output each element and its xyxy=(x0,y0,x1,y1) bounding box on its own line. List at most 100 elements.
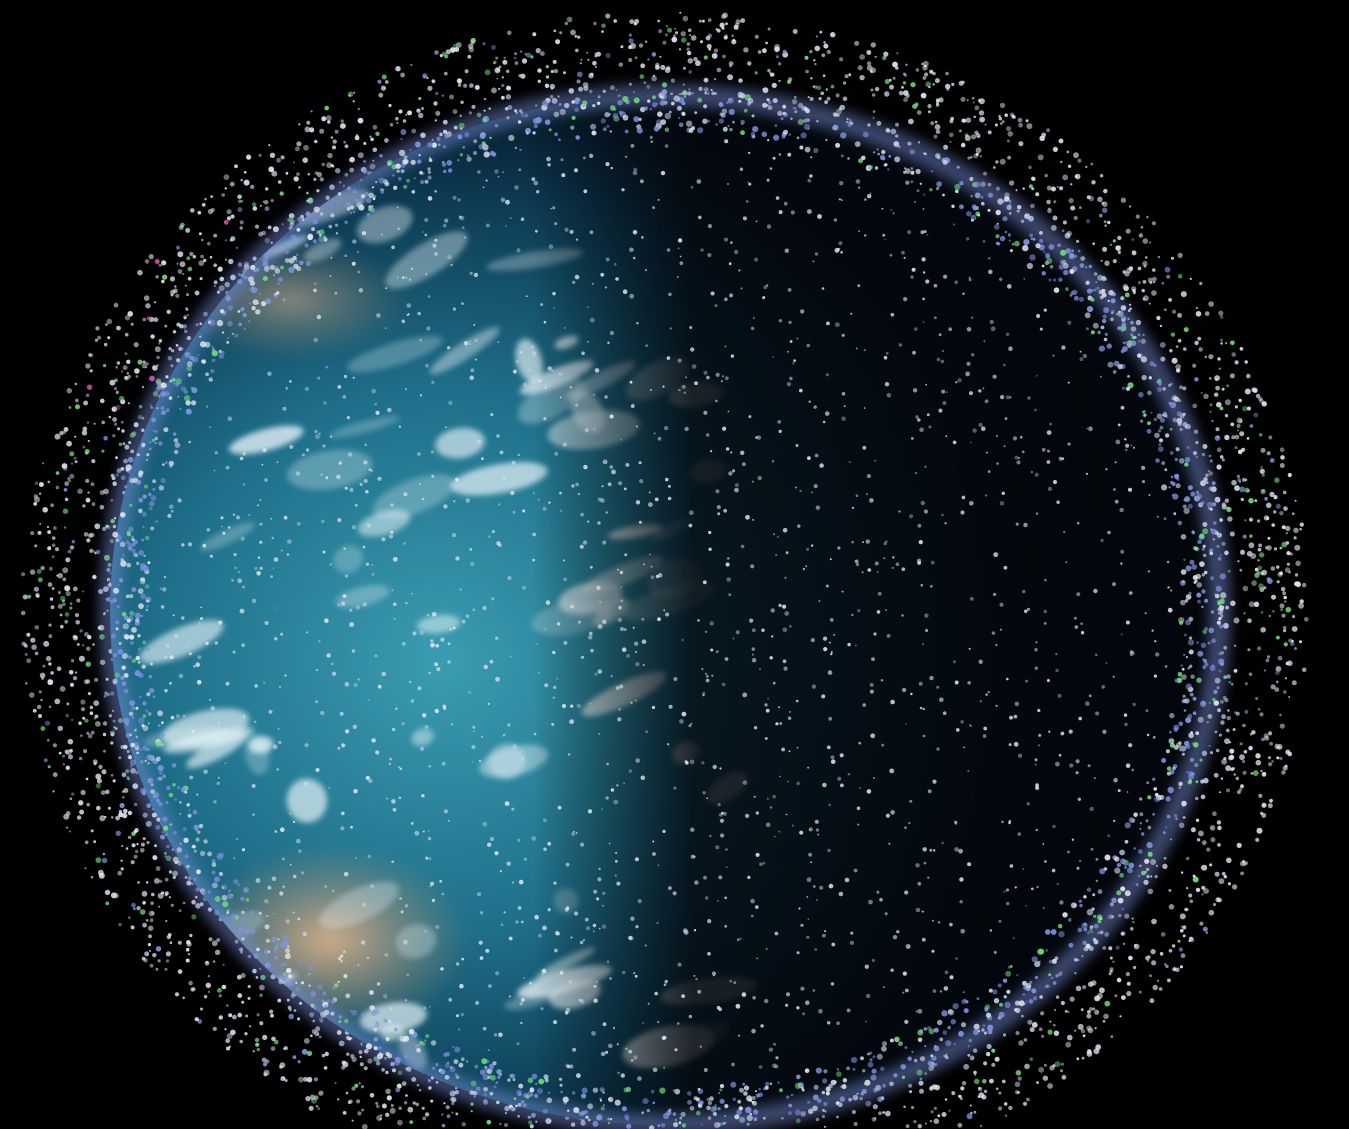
debris-particle xyxy=(1213,903,1216,906)
debris-particle xyxy=(1299,640,1302,644)
debris-particle xyxy=(564,327,566,329)
debris-particle xyxy=(214,896,221,902)
debris-particle xyxy=(1298,602,1304,609)
debris-particle xyxy=(52,743,57,748)
debris-particle xyxy=(644,268,648,272)
debris-particle xyxy=(674,1119,677,1121)
debris-particle xyxy=(1236,424,1241,428)
debris-particle xyxy=(455,477,460,482)
debris-particle xyxy=(307,172,311,176)
debris-particle xyxy=(797,119,804,125)
debris-particle xyxy=(1167,978,1171,983)
debris-particle xyxy=(680,31,686,37)
debris-particle xyxy=(709,1096,714,1101)
debris-particle xyxy=(176,322,181,327)
debris-particle xyxy=(1152,813,1155,816)
debris-particle xyxy=(449,1066,456,1073)
debris-particle xyxy=(316,171,323,178)
debris-particle xyxy=(991,1048,996,1053)
debris-particle xyxy=(844,74,849,79)
debris-particle xyxy=(165,461,168,464)
debris-particle xyxy=(115,390,119,394)
debris-particle xyxy=(1271,594,1276,600)
debris-particle xyxy=(363,142,367,145)
debris-particle xyxy=(983,171,987,176)
debris-particle xyxy=(241,937,245,941)
debris-particle xyxy=(966,1113,973,1120)
debris-particle xyxy=(337,746,341,750)
debris-particle xyxy=(457,134,463,140)
debris-particle xyxy=(944,970,949,975)
debris-particle xyxy=(248,1025,252,1028)
debris-particle xyxy=(993,166,996,169)
debris-particle xyxy=(407,1106,414,1113)
debris-particle xyxy=(1046,185,1052,191)
debris-particle xyxy=(1120,932,1125,936)
debris-particle xyxy=(678,1121,682,1124)
debris-particle xyxy=(945,435,948,438)
debris-particle xyxy=(867,164,872,170)
debris-particle xyxy=(800,923,804,927)
debris-particle xyxy=(1117,235,1122,241)
debris-particle xyxy=(768,1047,774,1052)
debris-particle xyxy=(174,285,177,288)
debris-particle xyxy=(888,154,892,158)
debris-particle xyxy=(1022,244,1029,252)
debris-particle xyxy=(338,1015,342,1019)
debris-particle xyxy=(150,662,153,666)
debris-particle xyxy=(389,534,394,539)
debris-particle xyxy=(817,1098,822,1103)
debris-particle xyxy=(185,646,188,649)
debris-particle xyxy=(314,139,318,144)
debris-particle xyxy=(1226,384,1230,388)
debris-particle xyxy=(491,152,497,157)
debris-particle xyxy=(1051,958,1057,964)
debris-particle xyxy=(1137,266,1142,271)
debris-particle xyxy=(679,1116,683,1120)
debris-particle xyxy=(873,1117,877,1120)
debris-particle xyxy=(1090,847,1094,851)
debris-particle xyxy=(824,411,830,416)
debris-particle xyxy=(1062,912,1068,918)
debris-particle xyxy=(1218,658,1225,665)
debris-particle xyxy=(147,722,151,725)
debris-particle xyxy=(833,113,838,117)
debris-particle xyxy=(869,192,872,195)
debris-particle xyxy=(589,153,594,158)
debris-particle xyxy=(318,1090,324,1096)
debris-particle xyxy=(1133,847,1136,850)
debris-particle xyxy=(274,268,281,274)
debris-particle xyxy=(116,361,121,365)
debris-particle xyxy=(134,828,139,833)
debris-particle xyxy=(98,764,103,770)
debris-particle xyxy=(1274,477,1280,483)
debris-particle xyxy=(430,1040,437,1046)
debris-particle xyxy=(246,154,252,160)
debris-particle xyxy=(185,408,192,415)
debris-particle xyxy=(65,765,71,771)
debris-particle xyxy=(152,488,156,491)
debris-particle xyxy=(1219,338,1224,342)
debris-particle xyxy=(36,704,42,710)
debris-particle xyxy=(762,48,767,54)
debris-particle xyxy=(200,890,206,896)
debris-particle xyxy=(1284,600,1287,603)
debris-particle xyxy=(1219,791,1222,794)
debris-particle xyxy=(812,1105,818,1112)
debris-particle xyxy=(1046,430,1052,435)
debris-particle xyxy=(752,126,759,133)
debris-particle xyxy=(513,1097,517,1100)
debris-particle xyxy=(1083,927,1088,932)
debris-particle xyxy=(772,356,774,358)
debris-particle xyxy=(494,67,501,74)
debris-particle xyxy=(630,404,635,408)
debris-particle xyxy=(857,284,861,288)
debris-particle xyxy=(515,111,518,115)
debris-particle xyxy=(878,1111,882,1116)
debris-particle xyxy=(409,1120,414,1124)
debris-particle xyxy=(128,526,134,533)
debris-particle xyxy=(794,1109,801,1116)
debris-particle xyxy=(620,45,624,49)
debris-particle xyxy=(177,498,182,503)
debris-particle xyxy=(58,751,62,755)
